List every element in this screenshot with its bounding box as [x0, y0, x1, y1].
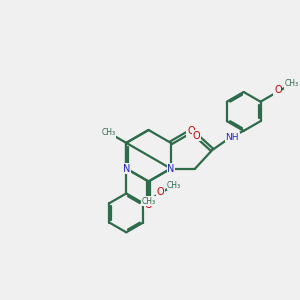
Text: O: O: [274, 85, 282, 95]
Text: NH: NH: [226, 133, 239, 142]
Text: O: O: [187, 126, 195, 136]
Text: N: N: [123, 164, 130, 174]
Text: N: N: [167, 164, 175, 174]
Text: O: O: [157, 187, 164, 197]
Text: N: N: [167, 164, 175, 174]
Text: O: O: [145, 200, 152, 210]
Text: CH₃: CH₃: [167, 181, 181, 190]
Text: CH₃: CH₃: [102, 128, 116, 137]
Text: O: O: [193, 131, 200, 141]
Text: CH₃: CH₃: [284, 79, 298, 88]
Text: CH₃: CH₃: [142, 197, 156, 206]
